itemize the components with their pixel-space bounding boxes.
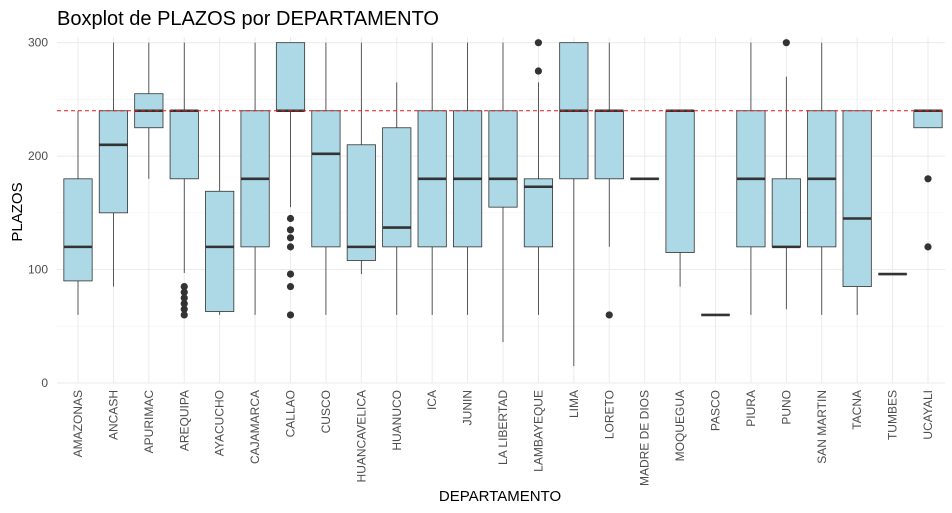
y-axis-title: PLAZOS	[9, 182, 26, 241]
outlier-point	[286, 214, 295, 223]
box-rect	[594, 110, 624, 180]
box-rect	[205, 190, 235, 312]
box-rect	[488, 110, 518, 208]
box-cajamarca	[240, 42, 270, 315]
box-arequipa	[169, 42, 199, 319]
box-junin	[453, 42, 483, 315]
box-cusco	[311, 42, 341, 315]
box-rect	[842, 110, 872, 287]
box-ancash	[98, 42, 128, 287]
box-huanuco	[382, 82, 412, 315]
outlier-point	[180, 294, 188, 302]
x-tick-label: ICA	[425, 390, 439, 410]
outlier-point	[180, 305, 188, 313]
box-rect	[346, 144, 376, 261]
x-tick-label: MADRE DE DIOS	[638, 390, 652, 486]
x-tick-label: LIMA	[567, 390, 581, 418]
x-tick-label: CUSCO	[319, 390, 333, 433]
box-rect	[382, 127, 412, 248]
box-moquegua	[665, 109, 695, 287]
x-tick-label: PASCO	[709, 390, 723, 431]
x-tick-label: PIURA	[744, 390, 758, 427]
outlier-point	[924, 243, 932, 251]
x-tick-label: HUANUCO	[390, 390, 404, 451]
x-tick-label: CAJAMARCA	[248, 390, 262, 464]
chart-title: Boxplot de PLAZOS por DEPARTAMENTO	[57, 8, 439, 30]
box-rect	[913, 110, 943, 129]
outlier-point	[180, 282, 188, 291]
x-tick-label: AYACUCHO	[213, 390, 227, 456]
box-lambayeque	[523, 39, 553, 315]
x-tick-label: LA LIBERTAD	[496, 390, 510, 465]
outlier-point	[286, 234, 295, 242]
box-huancavelica	[346, 42, 376, 275]
box-lima	[559, 42, 589, 366]
x-tick-label: PUNO	[779, 390, 793, 425]
x-tick-label: MOQUEGUA	[673, 390, 687, 461]
x-tick-label: TACNA	[850, 390, 864, 430]
box-rect	[665, 110, 695, 253]
outlier-point	[286, 270, 295, 278]
box-ayacucho	[205, 110, 235, 315]
x-tick-label: LAMBAYEQUE	[531, 390, 545, 472]
outlier-point	[180, 288, 188, 296]
x-axis-ticks: AMAZONAS ANCASH APURIMAC AREQUIPA AYACUCHO CA…	[71, 390, 935, 486]
x-tick-label: LORETO	[602, 390, 616, 439]
x-tick-label: CALLAO	[284, 390, 298, 437]
box-piura	[736, 42, 766, 315]
x-tick-label: AMAZONAS	[71, 390, 85, 457]
x-tick-label: AREQUIPA	[177, 390, 191, 451]
y-tick-label: 100	[28, 263, 48, 277]
box-callao	[275, 42, 306, 319]
box-rect	[98, 110, 128, 214]
x-tick-label: TUMBES	[886, 390, 900, 440]
outlier-point	[605, 311, 613, 319]
y-tick-label: 300	[28, 36, 48, 50]
outlier-point	[924, 175, 932, 183]
x-tick-label: APURIMAC	[142, 390, 156, 454]
outlier-point	[534, 39, 543, 47]
box-la-libertad	[488, 42, 518, 343]
outlier-point	[286, 282, 295, 291]
box-rect	[63, 178, 93, 282]
x-tick-label: ANCASH	[106, 390, 120, 440]
box-rect	[275, 42, 306, 112]
box-puno	[771, 39, 801, 310]
y-tick-label: 0	[41, 376, 48, 390]
y-axis-ticks: 0 100 200 300	[28, 36, 48, 390]
box-rect	[169, 110, 199, 180]
outlier-point	[286, 311, 295, 319]
outlier-point	[286, 243, 295, 251]
x-tick-label: UCAYALI	[921, 390, 935, 440]
outlier-point	[180, 311, 188, 319]
box-rect	[311, 110, 341, 248]
x-tick-label: SAN MARTIN	[815, 390, 829, 464]
box-san-martin	[807, 42, 837, 315]
boxes	[63, 39, 943, 366]
box-ica	[417, 42, 447, 315]
outlier-point	[180, 299, 188, 308]
x-tick-label: HUANCAVELICA	[354, 390, 368, 482]
x-tick-label: JUNIN	[461, 390, 475, 425]
box-rect	[523, 178, 553, 248]
box-loreto	[594, 42, 624, 319]
outlier-point	[534, 67, 543, 75]
outlier-point	[286, 226, 295, 234]
x-axis-title: DEPARTAMENTO	[439, 488, 561, 505]
outlier-point	[782, 39, 790, 47]
y-tick-label: 200	[28, 149, 48, 163]
box-tacna	[842, 110, 872, 315]
box-rect	[771, 178, 801, 248]
box-amazonas	[63, 110, 93, 315]
